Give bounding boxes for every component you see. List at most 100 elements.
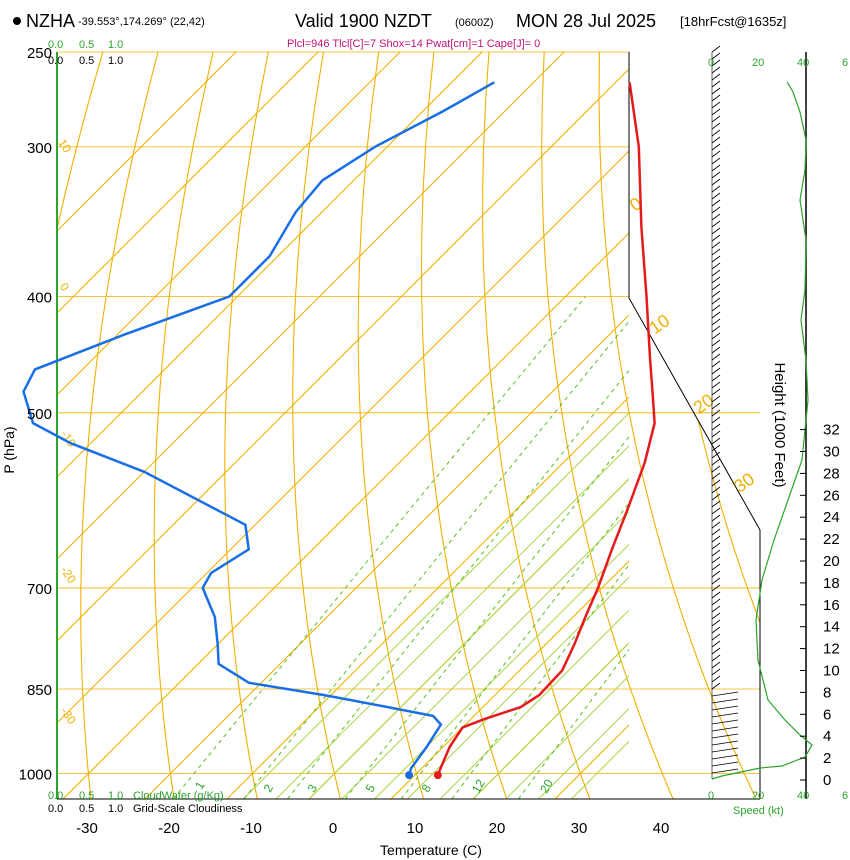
wind-barb <box>711 719 739 725</box>
forecast-label: [18hrFcst@1635z] <box>680 14 786 29</box>
wind-barb <box>711 654 721 662</box>
height-tick-30: 30 <box>823 444 840 461</box>
wind-barb <box>711 691 739 697</box>
wind-barb <box>711 542 721 550</box>
dry-adiabat-10 <box>357 52 425 799</box>
isotherm-0 <box>308 478 629 799</box>
wind-barb <box>711 255 721 263</box>
height-tick-18: 18 <box>823 575 840 592</box>
wind-barb <box>711 584 721 592</box>
temp-tick-0: 0 <box>329 820 337 837</box>
wind-barb <box>711 458 721 466</box>
wind-barb <box>711 157 721 165</box>
temp-tick--10: -10 <box>240 820 262 837</box>
wind-barb <box>711 640 721 648</box>
surface-temperature-marker <box>433 771 442 780</box>
moist-adiabat--8 <box>243 412 629 799</box>
wind-barb <box>711 87 721 95</box>
mixing-ratio-1 <box>172 296 586 799</box>
wind-barb <box>711 472 721 480</box>
wind-barb <box>711 563 721 571</box>
isotherm--20 <box>144 314 629 799</box>
wind-barb <box>711 556 721 564</box>
wind-speed-line <box>711 81 813 780</box>
wind-barb <box>711 598 721 606</box>
pressure-label-300: 300 <box>27 140 52 157</box>
wind-barb <box>711 59 721 67</box>
wind-barb <box>711 430 721 438</box>
isotherm--90 <box>57 52 319 314</box>
wind-barb <box>711 768 739 774</box>
moist-adiabat-8 <box>374 543 629 799</box>
cloud-top-1: 1.0 <box>108 39 123 51</box>
wind-barb <box>711 626 721 634</box>
speed-axis-title: Speed (kt) <box>733 805 784 817</box>
wind-barb <box>711 747 739 753</box>
wind-barb <box>711 220 721 228</box>
moist-adiabat-32 <box>571 740 629 799</box>
speed-top-20: 20 <box>752 57 764 69</box>
dry-adiabat-20 <box>420 52 508 799</box>
wind-barb <box>711 416 721 424</box>
height-tick-32: 32 <box>823 422 840 439</box>
cloudiness-bottom-0: 0.0 <box>48 803 63 815</box>
wind-barb <box>711 45 721 53</box>
wind-barb <box>711 136 721 144</box>
moist-adiabat--4 <box>275 445 629 799</box>
wind-barb <box>711 507 721 515</box>
isotherm--70 <box>57 52 483 478</box>
moist-adiabat-24 <box>505 674 629 799</box>
pressure-label-400: 400 <box>27 290 52 307</box>
wind-barb <box>711 570 721 578</box>
wind-barb <box>711 241 721 249</box>
wind-barb <box>711 591 721 599</box>
y-axis-title: P (hPa) <box>1 426 17 473</box>
dry-adiabat--10 <box>224 52 269 799</box>
height-tick-28: 28 <box>823 465 840 482</box>
height-tick-16: 16 <box>823 597 840 614</box>
height-tick-6: 6 <box>823 706 831 723</box>
wind-barb <box>711 726 739 732</box>
height-axis-title: Height (1000 Feet) <box>771 362 788 487</box>
wind-barb <box>711 437 721 445</box>
wind-barb <box>711 192 721 200</box>
temp-tick-20: 20 <box>489 820 506 837</box>
wind-barb <box>711 353 721 361</box>
wind-barb <box>711 668 721 676</box>
wind-barb <box>711 52 721 60</box>
height-tick-8: 8 <box>823 684 831 701</box>
isotherm-20 <box>472 642 629 799</box>
cloudiness-top-1: 1.0 <box>108 55 123 67</box>
pressure-label-500: 500 <box>27 406 52 423</box>
station-id: NZHA <box>26 11 75 31</box>
wind-barb <box>711 143 721 151</box>
mixing-label-12: 12 <box>469 777 488 796</box>
isotherm--30 <box>62 232 629 799</box>
wind-barb <box>711 675 721 683</box>
cloud-bottom-0: 0.0 <box>48 790 63 802</box>
isotherm-10 <box>390 560 629 799</box>
wind-barb <box>711 381 721 389</box>
wind-barb <box>711 612 721 620</box>
speed-bottom-0: 0 <box>708 790 714 802</box>
wind-barb <box>711 171 721 179</box>
isotherm--40 <box>57 150 629 724</box>
wind-barb <box>711 150 721 158</box>
wind-barb <box>711 325 721 333</box>
wind-barb <box>711 339 721 347</box>
wind-barb <box>711 164 721 172</box>
cloud-bottom-05: 0.5 <box>79 790 94 802</box>
wind-barb <box>711 409 721 417</box>
moist-adiabat-16 <box>439 609 629 799</box>
wind-barb <box>711 213 721 221</box>
pressure-label-250: 250 <box>27 45 52 62</box>
wind-barb <box>711 178 721 186</box>
wind-barb <box>711 367 721 375</box>
wind-barb <box>711 290 721 298</box>
wind-barb <box>711 514 721 522</box>
mixing-label-8: 8 <box>419 782 435 795</box>
wind-barb <box>711 206 721 214</box>
wind-barb <box>711 423 721 431</box>
mixing-label-2: 2 <box>261 782 277 795</box>
wind-barb <box>711 94 721 102</box>
